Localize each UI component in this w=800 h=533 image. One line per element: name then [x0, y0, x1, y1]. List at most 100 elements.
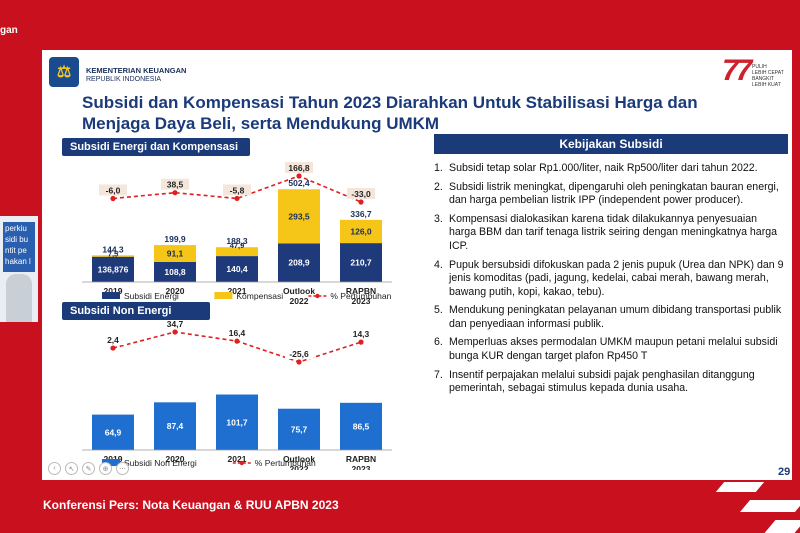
ri77-tag-4: LEBIH KUAT: [752, 82, 781, 88]
growth-label: 38,5: [167, 180, 184, 190]
bar-subsidi-non-energi: [92, 414, 134, 450]
bar-value-label: 126,0: [350, 226, 372, 236]
growth-label-bg: [285, 162, 313, 173]
policy-header: Kebijakan Subsidi: [434, 134, 788, 154]
bar-value-label: 210,7: [350, 258, 372, 268]
bar-value-label: 101,7: [226, 417, 248, 427]
ri77-tag-2: LEBIH CEPAT: [752, 70, 784, 76]
policy-item-text: Insentif perpajakan melalui subsidi paja…: [449, 368, 755, 395]
ri77-tag-3: BANGKIT: [752, 76, 774, 82]
policy-item-text: Memperluas akses permodalan UMKM maupun …: [449, 336, 778, 362]
x-tick-label: 2023: [352, 464, 371, 470]
legend-label: % Pertumbuhan: [255, 458, 316, 468]
policy-item: 5. Mendukung peningkatan pelayanan umum d…: [434, 304, 784, 331]
ri77-number: 77: [722, 54, 752, 87]
bar-value-label: 140,4: [226, 264, 248, 274]
policy-item-number: 5.: [434, 304, 443, 317]
policy-item-number: 4.: [434, 258, 443, 271]
legend-label: Subsidi Energi: [124, 291, 179, 301]
policy-list: 1. Subsidi tetap solar Rp1.000/liter, nai…: [434, 162, 784, 401]
slide-title-line-1: Subsidi dan Kompensasi Tahun 2023 Diarah…: [82, 93, 698, 112]
policy-item-number: 2.: [434, 180, 443, 193]
prev-slide-icon[interactable]: ‹: [48, 462, 61, 475]
bar-subsidi-non-energi: [340, 402, 382, 450]
policy-item-number: 7.: [434, 368, 443, 381]
growth-label: 166,8: [288, 163, 310, 173]
growth-line: [112, 175, 362, 203]
bar-value-label: 87,4: [167, 421, 184, 431]
broadcast-caption: Konferensi Pers: Nota Keuangan & RUU APB…: [43, 498, 339, 512]
bar-kompensasi: [340, 219, 382, 244]
growth-label-bg: [223, 327, 251, 339]
zoom-icon[interactable]: ⊕: [99, 462, 112, 475]
bar-kompensasi: [92, 255, 134, 257]
bar-value-label: 208,9: [288, 258, 310, 268]
bar-total-label: 144,3: [102, 244, 124, 254]
cam-text-2: sidi bu: [5, 235, 29, 244]
growth-point: [234, 195, 240, 202]
cam-text-1: perkiu: [5, 224, 27, 233]
x-tick-label: Outlook: [283, 286, 315, 296]
right-background: [792, 50, 800, 480]
growth-point: [110, 345, 116, 351]
bar-total-label: 188,3: [226, 236, 248, 246]
policy-item: 6. Memperluas akses permodalan UMKM maupu…: [434, 336, 784, 363]
chart2-title: Subsidi Non Energi: [62, 302, 210, 320]
bar-total-label: 199,9: [164, 234, 186, 244]
cam-text-4: hakan l: [5, 257, 31, 266]
x-tick-label: 2023: [352, 296, 371, 304]
bar-subsidi-non-energi: [278, 408, 320, 450]
cursor-icon[interactable]: ↖: [65, 462, 78, 475]
window-title-fragment: gan: [0, 25, 18, 36]
bar-subsidi-energi: [154, 261, 196, 282]
bar-value-label: 136,876: [98, 264, 129, 274]
bar-value-label: 64,9: [105, 427, 122, 437]
growth-label-bg: [99, 184, 127, 196]
bar-value-label: 86,5: [353, 421, 370, 431]
bar-value-label: 108,8: [164, 267, 186, 277]
policy-item: 1. Subsidi tetap solar Rp1.000/liter, nai…: [434, 162, 784, 176]
decor-stripe-2: [739, 500, 800, 512]
x-tick-label: 2021: [228, 286, 247, 296]
ri77-logo: 77 PULIH LEBIH CEPAT BANGKIT LEBIH KUAT: [722, 54, 786, 90]
speaker-video-thumbnail[interactable]: perkiu sidi bu ntit pe hakan l: [0, 216, 38, 322]
growth-label-bg: [347, 328, 375, 340]
policy-item-text: Subsidi listrik meningkat, dipengaruhi o…: [449, 180, 779, 207]
policy-item-number: 1.: [434, 162, 443, 174]
legend-point-swatch: [239, 460, 244, 466]
growth-point: [296, 173, 302, 179]
policy-item-text: Pupuk bersubsidi difokuskan pada 2 jenis…: [449, 258, 784, 298]
x-tick-label: RAPBN: [346, 454, 376, 464]
bar-total-label: 336,7: [350, 209, 372, 219]
bar-kompensasi: [216, 247, 258, 257]
speaker-figure: [6, 274, 32, 322]
policy-item: 2. Subsidi listrik meningkat, dipengaruhi…: [434, 181, 784, 208]
x-tick-label: 2022: [290, 296, 309, 304]
x-tick-label: 2019: [104, 286, 123, 296]
bar-subsidi-energi: [92, 256, 134, 282]
policy-item-text: Kompensasi dialokasikan karena tidak dil…: [449, 212, 778, 252]
ministry-label: KEMENTERIAN KEUANGAN REPUBLIK INDONESIA: [86, 67, 186, 84]
menu-icon[interactable]: ⋯: [116, 462, 129, 475]
ministry-sub: REPUBLIK INDONESIA: [86, 76, 162, 83]
growth-label-bg: [347, 188, 375, 199]
slide-title-line-2: Menjaga Daya Beli, serta Mendukung UMKM: [82, 114, 440, 133]
legend-swatch: [102, 459, 120, 466]
bar-kompensasi: [154, 245, 196, 262]
bar-subsidi-energi: [340, 243, 382, 282]
policy-item: 3. Kompensasi dialokasikan karena tidak d…: [434, 213, 784, 254]
growth-label: -33,0: [351, 189, 371, 199]
growth-label-bg: [99, 334, 127, 346]
growth-point: [172, 329, 178, 335]
pen-icon[interactable]: ✎: [82, 462, 95, 475]
growth-label-bg: [161, 178, 189, 190]
legend-label: Subsidi Non Energi: [124, 458, 197, 468]
growth-label-bg: [223, 184, 251, 196]
policy-item-text: Subsidi tetap solar Rp1.000/liter, naik …: [449, 162, 758, 174]
x-tick-label: 2021: [228, 454, 247, 464]
growth-label: -5,8: [230, 185, 245, 195]
growth-point: [358, 199, 364, 205]
chart-subsidi-non-energi: 64,9201987,42020101,7202175,7Outlook2022…: [82, 320, 392, 470]
growth-label: 34,7: [167, 320, 184, 329]
cam-text-3: ntit pe: [5, 246, 27, 255]
